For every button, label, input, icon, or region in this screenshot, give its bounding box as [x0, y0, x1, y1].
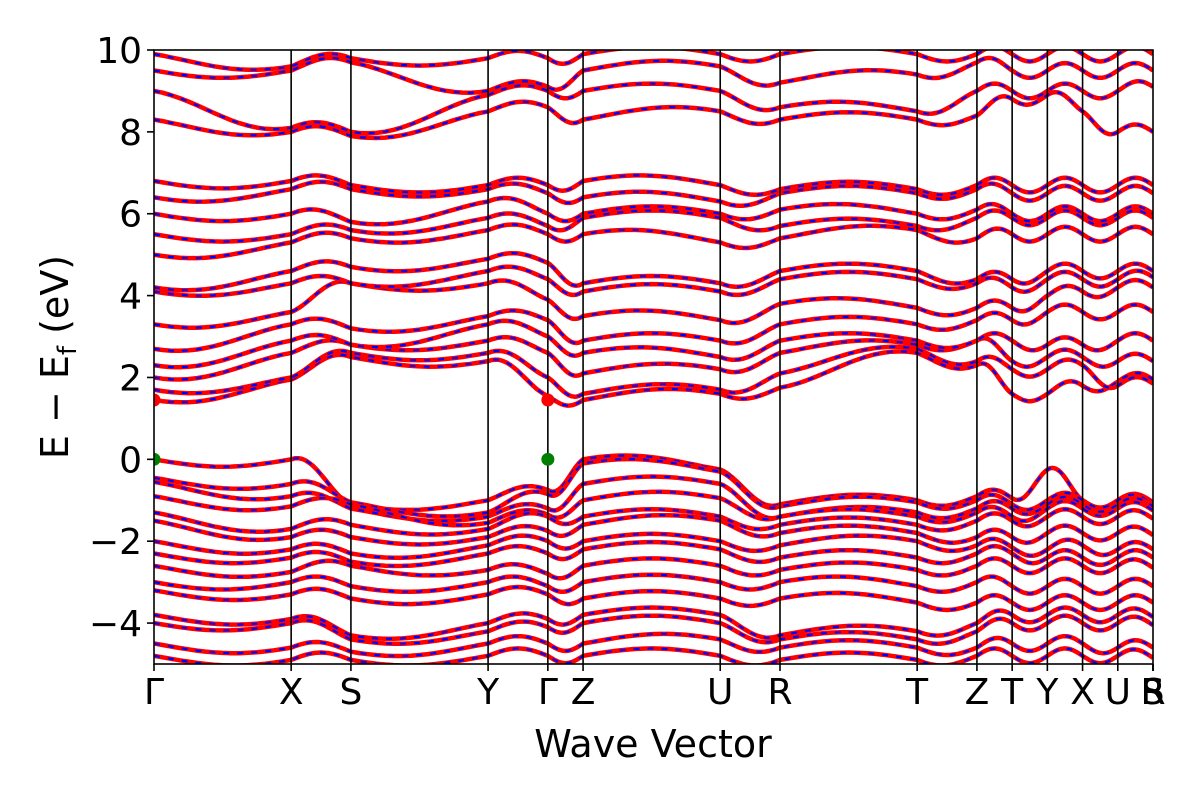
x-tick-label: X [279, 672, 304, 713]
x-axis-ticks: Γ X S Y Γ Z U R T Z T Y X U RSR [144, 664, 1166, 713]
x-tick-label: Y [1035, 672, 1059, 713]
x-tick-label: R [767, 672, 792, 713]
x-tick-label: Γ [144, 672, 164, 713]
extremum-marker [541, 393, 555, 407]
y-tick-label: 4 [119, 277, 142, 318]
y-tick-label: 8 [119, 113, 142, 154]
x-tick-label: Z [965, 672, 990, 713]
band-line-blue-dashed [154, 174, 1153, 196]
plot-frame [153, 49, 1154, 665]
x-tick-label: Z [571, 672, 596, 713]
band-line-blue-dashed [154, 540, 1153, 568]
y-tick-label: −2 [89, 522, 142, 563]
y-tick-label: 2 [119, 358, 142, 399]
x-tick-label: S [339, 672, 362, 713]
band-line-blue-dashed [154, 585, 1153, 612]
x-tick-label: T [905, 672, 929, 713]
high-symmetry-lines [290, 50, 1119, 664]
x-tick-label: U [1105, 672, 1131, 713]
y-tick-label: −4 [89, 604, 142, 645]
band-line-blue-dashed [154, 632, 1153, 658]
band-line-blue-dashed [154, 647, 1153, 664]
x-axis-label: Wave Vector [534, 722, 772, 766]
band-line-blue-dashed [154, 319, 1153, 369]
y-tick-label: 6 [119, 195, 142, 236]
x-tick-label: R [1140, 672, 1165, 713]
x-tick-label: T [1000, 672, 1024, 713]
x-tick-label: X [1070, 672, 1095, 713]
x-tick-label: R [1140, 672, 1165, 713]
band-line-blue-dashed [154, 573, 1153, 595]
y-axis-label-subscript: f [53, 345, 83, 355]
band-line-blue-dashed [154, 180, 1153, 207]
x-tick-label: U [707, 672, 733, 713]
band-line-blue-dashed [154, 303, 1153, 352]
y-tick-label: 0 [119, 440, 142, 481]
x-tick-label: Y [476, 672, 500, 713]
band-line-blue-dashed [154, 278, 1153, 329]
y-tick-label: 10 [96, 31, 142, 72]
band-line-blue-dashed [154, 80, 1153, 135]
extremum-marker [154, 452, 161, 466]
plot-background [154, 50, 1153, 664]
y-axis-ticks: −4 −2 0 2 4 6 8 10 [89, 31, 154, 645]
extremum-marker [154, 393, 161, 407]
y-axis-label-main: E − E [33, 355, 77, 459]
extremum-marker [541, 452, 555, 466]
x-tick-label: S [1142, 672, 1165, 713]
extrema-markers [154, 393, 555, 466]
y-axis-label: E − Ef (eV) [33, 255, 83, 459]
y-axis-label-unit: (eV) [33, 255, 77, 346]
x-tick-label: Γ [538, 672, 558, 713]
band-line-blue-dashed [154, 345, 1153, 398]
band-line-blue-dashed [154, 350, 1153, 407]
